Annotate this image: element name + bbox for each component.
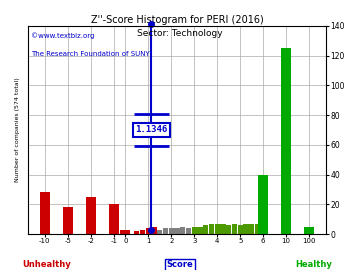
Bar bbox=[249, 224, 254, 234]
Text: Sector: Technology: Sector: Technology bbox=[137, 29, 223, 38]
Bar bbox=[243, 224, 248, 234]
Bar bbox=[226, 225, 231, 234]
Bar bbox=[197, 227, 203, 234]
Bar bbox=[163, 228, 168, 234]
Text: The Research Foundation of SUNY: The Research Foundation of SUNY bbox=[31, 51, 149, 57]
Text: Score: Score bbox=[167, 260, 193, 269]
Bar bbox=[109, 204, 119, 234]
Bar bbox=[258, 174, 268, 234]
Bar bbox=[192, 227, 197, 234]
Bar bbox=[180, 227, 185, 234]
Bar bbox=[140, 230, 145, 234]
Bar bbox=[232, 224, 237, 234]
Text: Unhealthy: Unhealthy bbox=[22, 260, 71, 269]
Bar bbox=[203, 225, 208, 234]
Text: 1.1346: 1.1346 bbox=[135, 125, 167, 134]
Bar bbox=[146, 228, 151, 234]
Bar bbox=[86, 197, 96, 234]
Bar bbox=[152, 227, 157, 234]
Bar bbox=[209, 224, 214, 234]
Bar bbox=[238, 225, 243, 234]
Bar bbox=[134, 231, 139, 234]
Bar bbox=[168, 228, 174, 234]
Title: Z''-Score Histogram for PERI (2016): Z''-Score Histogram for PERI (2016) bbox=[91, 15, 264, 25]
Text: ©www.textbiz.org: ©www.textbiz.org bbox=[31, 32, 94, 39]
Bar bbox=[220, 224, 225, 234]
Bar bbox=[186, 228, 191, 234]
Bar bbox=[120, 230, 130, 234]
Bar bbox=[215, 224, 220, 234]
Bar bbox=[281, 48, 291, 234]
Bar bbox=[63, 207, 73, 234]
Bar bbox=[304, 227, 314, 234]
Bar bbox=[157, 230, 162, 234]
Y-axis label: Number of companies (574 total): Number of companies (574 total) bbox=[15, 77, 20, 182]
Bar bbox=[255, 224, 260, 234]
Text: Healthy: Healthy bbox=[295, 260, 332, 269]
Bar bbox=[40, 193, 50, 234]
Bar bbox=[174, 228, 180, 234]
